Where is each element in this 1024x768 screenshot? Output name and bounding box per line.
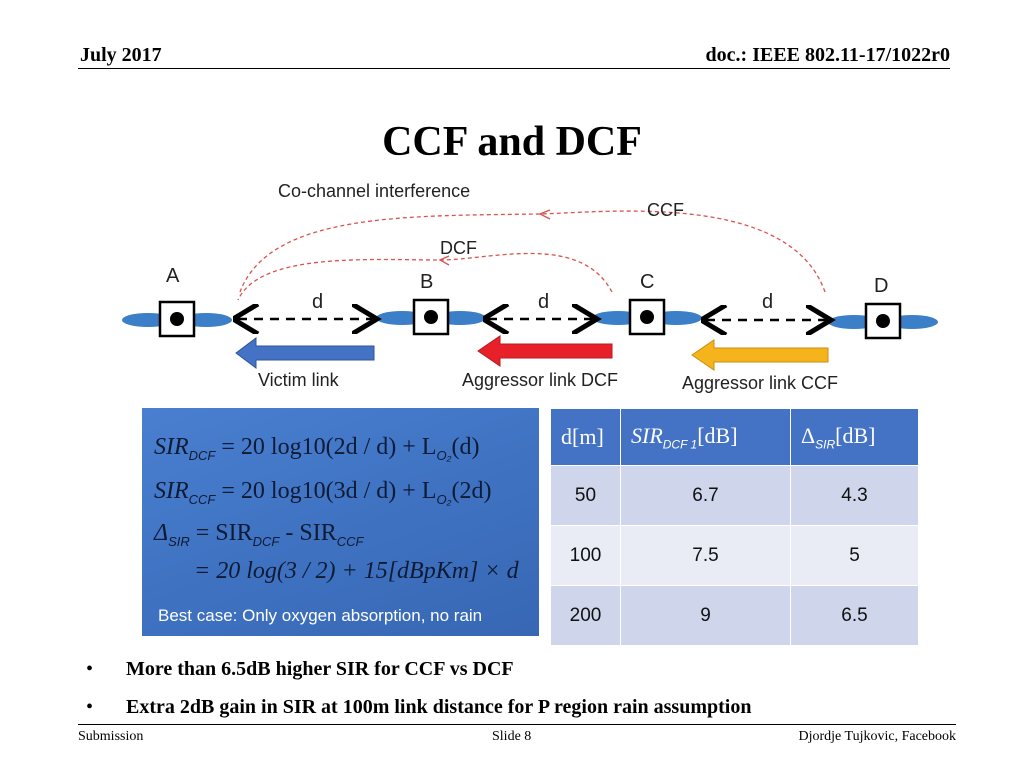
aggressor-ccf-arrow xyxy=(691,339,829,371)
table-row: 50 6.7 4.3 xyxy=(550,465,919,526)
header-divider xyxy=(78,68,950,69)
cell-distance: 200 xyxy=(550,585,621,646)
table-row: 100 7.5 5 xyxy=(550,525,919,586)
header-doc-id: doc.: IEEE 802.11-17/1022r0 xyxy=(705,44,950,66)
bullet-item: • More than 6.5dB higher SIR for CCF vs … xyxy=(86,650,751,688)
bullet-dot-icon: • xyxy=(86,695,94,718)
footer-author: Djordje Tujkovic, Facebook xyxy=(798,729,957,744)
cell-sir-dcf: 7.5 xyxy=(620,525,791,586)
bullet-dot-icon: • xyxy=(86,657,94,680)
aggressor-ccf-label: Aggressor link CCF xyxy=(682,373,838,393)
footer-divider xyxy=(78,724,956,725)
slide-title: CCF and DCF xyxy=(382,119,642,165)
node-b-label: B xyxy=(420,271,433,293)
cell-sir-dcf: 9 xyxy=(620,585,791,646)
bullet-text: More than 6.5dB higher SIR for CCF vs DC… xyxy=(126,657,514,680)
cell-sir-dcf: 6.7 xyxy=(620,465,791,526)
best-case-note: Best case: Only oxygen absorption, no ra… xyxy=(158,606,483,625)
table-row: 200 9 6.5 xyxy=(550,585,919,646)
node-a-label: A xyxy=(166,265,180,287)
node-a: A xyxy=(122,265,232,338)
dcf-arrowhead xyxy=(438,255,450,266)
distance-cd-label: d xyxy=(762,291,773,313)
header-date: July 2017 xyxy=(80,44,162,66)
ccf-label: CCF xyxy=(647,200,684,220)
footer-slide-number: Slide 8 xyxy=(492,729,532,744)
interference-diagram: Co-channel interference CCF DCF A B C D … xyxy=(122,181,938,393)
formula-delta-sir: ΔSIR = SIRDCF - SIRCCF xyxy=(154,520,364,549)
cell-distance: 100 xyxy=(550,525,621,586)
node-c-label: C xyxy=(640,271,654,293)
node-d-label: D xyxy=(874,275,888,297)
dcf-label: DCF xyxy=(440,238,477,258)
aggressor-dcf-arrow xyxy=(477,335,613,367)
footer-submission: Submission xyxy=(78,729,144,744)
col-distance: d[m] xyxy=(550,408,621,466)
formula-delta-value: = 20 log(3 / 2) + 15[dBpKm] × d xyxy=(194,558,519,584)
ccf-arrowhead xyxy=(538,209,551,220)
bullet-text: Extra 2dB gain in SIR at 100m link dista… xyxy=(126,695,752,718)
col-delta-sir: ΔSIR[dB] xyxy=(790,408,919,466)
col-sir-dcf: SIRDCF 1[dB] xyxy=(620,408,791,466)
node-d: D xyxy=(828,275,938,340)
formula-sir-dcf: SIRDCF = 20 log10(2d / d) + LO₂(d) xyxy=(154,434,480,463)
sir-table: d[m] SIRDCF 1[dB] ΔSIR[dB] 50 6.7 4.3 10… xyxy=(550,408,919,646)
distance-ab-label: d xyxy=(312,291,323,313)
formula-panel: SIRDCF = 20 log10(2d / d) + LO₂(d) SIRCC… xyxy=(142,408,539,636)
victim-link-label: Victim link xyxy=(258,370,340,390)
bullet-item: • Extra 2dB gain in SIR at 100m link dis… xyxy=(86,688,751,726)
aggressor-dcf-label: Aggressor link DCF xyxy=(462,370,618,390)
node-b: B xyxy=(376,271,486,336)
ccf-interference-arc xyxy=(239,210,826,293)
cell-distance: 50 xyxy=(550,465,621,526)
victim-link-arrow xyxy=(235,337,375,369)
cell-delta-sir: 5 xyxy=(790,525,919,586)
cell-delta-sir: 6.5 xyxy=(790,585,919,646)
cell-delta-sir: 4.3 xyxy=(790,465,919,526)
formula-sir-ccf: SIRCCF = 20 log10(3d / d) + LO₂(2d) xyxy=(154,478,492,507)
co-channel-caption: Co-channel interference xyxy=(278,181,470,201)
node-c: C xyxy=(592,271,702,336)
distance-bc-label: d xyxy=(538,291,549,313)
bullet-list: • More than 6.5dB higher SIR for CCF vs … xyxy=(86,650,751,726)
